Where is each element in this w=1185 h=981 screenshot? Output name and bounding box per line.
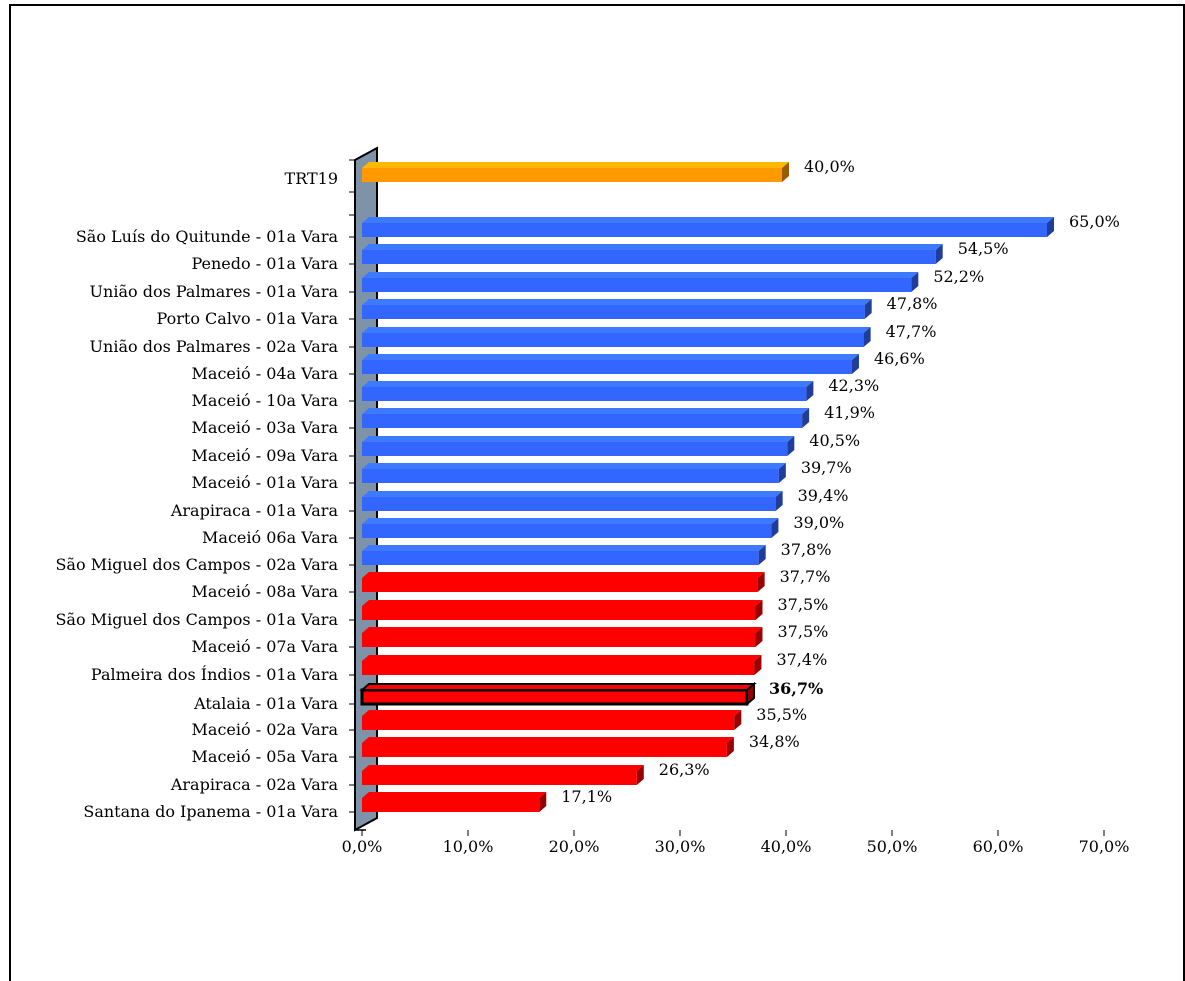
data-label: 39,0% xyxy=(793,513,844,532)
category-label: Maceió - 03a Vara xyxy=(192,418,339,437)
data-labels: 40,0% 65,0% 54,5% 52,2% 47,8% 47,7% 46,6% 42,3%… xyxy=(561,157,1120,806)
bar xyxy=(362,518,779,538)
data-label: 35,5% xyxy=(756,705,807,724)
category-label: Maceió - 08a Vara xyxy=(192,582,339,601)
bar xyxy=(362,272,919,292)
bar xyxy=(359,681,757,707)
bar xyxy=(362,217,1054,237)
data-label: 37,5% xyxy=(778,595,829,614)
chart-frame xyxy=(9,4,1185,981)
data-label: 34,8% xyxy=(749,732,800,751)
category-label: União dos Palmares - 01a Vara xyxy=(90,282,339,301)
data-label: 47,8% xyxy=(887,294,938,313)
bar xyxy=(362,408,810,428)
bar xyxy=(362,244,943,264)
category-label: Maceió - 05a Vara xyxy=(192,747,339,766)
data-label: 65,0% xyxy=(1069,212,1120,231)
data-label: 40,0% xyxy=(804,157,855,176)
tick-label: 60,0% xyxy=(973,837,1024,856)
tick-label: 40,0% xyxy=(761,837,812,856)
category-label: Porto Calvo - 01a Vara xyxy=(157,309,339,328)
bar xyxy=(362,327,871,347)
category-label: TRT19 xyxy=(285,169,338,188)
bar xyxy=(362,463,786,483)
category-label: Maceió 06a Vara xyxy=(202,528,338,547)
bar-series xyxy=(359,162,1054,812)
category-axis: TRT19 São Luís do Quitunde - 01a Vara Pene… xyxy=(55,169,338,821)
data-label: 42,3% xyxy=(828,376,879,395)
data-label: 54,5% xyxy=(958,239,1009,258)
bar xyxy=(362,655,762,675)
data-label: 37,5% xyxy=(778,622,829,641)
data-label: 52,2% xyxy=(933,267,984,286)
bar xyxy=(362,792,547,812)
category-label: Palmeira dos Índios - 01a Vara xyxy=(91,664,339,684)
bar xyxy=(362,600,763,620)
category-label: Maceió - 09a Vara xyxy=(192,446,339,465)
category-label: Maceió - 02a Vara xyxy=(192,720,339,739)
bar xyxy=(362,545,766,565)
data-label: 39,7% xyxy=(801,458,852,477)
tick-label: 30,0% xyxy=(655,837,706,856)
category-label: Arapiraca - 02a Vara xyxy=(170,775,339,794)
category-label: Santana do Ipanema - 01a Vara xyxy=(83,802,338,821)
category-label: Atalaia - 01a Vara xyxy=(193,694,338,713)
bar xyxy=(362,627,763,647)
bar xyxy=(362,354,859,374)
category-label: Maceió - 07a Vara xyxy=(192,637,339,656)
value-axis: 0,0% 10,0% 20,0% 30,0% 40,0% 50,0% 60,0% 70,0% xyxy=(342,830,1130,856)
category-label: Penedo - 01a Vara xyxy=(191,254,338,273)
category-label: União dos Palmares - 02a Vara xyxy=(90,337,339,356)
category-label: São Luís do Quitunde - 01a Vara xyxy=(76,227,339,246)
data-label: 36,7% xyxy=(769,679,823,698)
bar xyxy=(362,572,765,592)
data-label: 37,8% xyxy=(781,540,832,559)
data-label: 46,6% xyxy=(874,349,925,368)
tick-label: 0,0% xyxy=(342,837,383,856)
category-label: Maceió - 01a Vara xyxy=(192,473,339,492)
bar xyxy=(362,710,742,730)
bar xyxy=(362,381,814,401)
tick-label: 20,0% xyxy=(549,837,600,856)
tick-label: 50,0% xyxy=(867,837,918,856)
data-label: 47,7% xyxy=(886,322,937,341)
data-label: 39,4% xyxy=(798,486,849,505)
bar xyxy=(362,299,872,319)
data-label: 37,4% xyxy=(776,650,827,669)
bar xyxy=(362,737,734,757)
data-label: 37,7% xyxy=(780,567,831,586)
bar xyxy=(362,491,783,511)
category-label: São Miguel dos Campos - 01a Vara xyxy=(55,610,338,629)
data-label: 41,9% xyxy=(824,403,875,422)
data-label: 17,1% xyxy=(561,787,612,806)
bar xyxy=(362,162,789,182)
category-label: São Miguel dos Campos - 02a Vara xyxy=(55,555,338,574)
data-label: 26,3% xyxy=(659,760,710,779)
category-label: Maceió - 04a Vara xyxy=(192,364,339,383)
tick-label: 10,0% xyxy=(443,837,494,856)
data-label: 40,5% xyxy=(809,431,860,450)
category-label: Arapiraca - 01a Vara xyxy=(170,501,339,520)
bar xyxy=(362,436,795,456)
bar xyxy=(362,765,644,785)
tick-label: 70,0% xyxy=(1079,837,1130,856)
category-label: Maceió - 10a Vara xyxy=(192,391,339,410)
